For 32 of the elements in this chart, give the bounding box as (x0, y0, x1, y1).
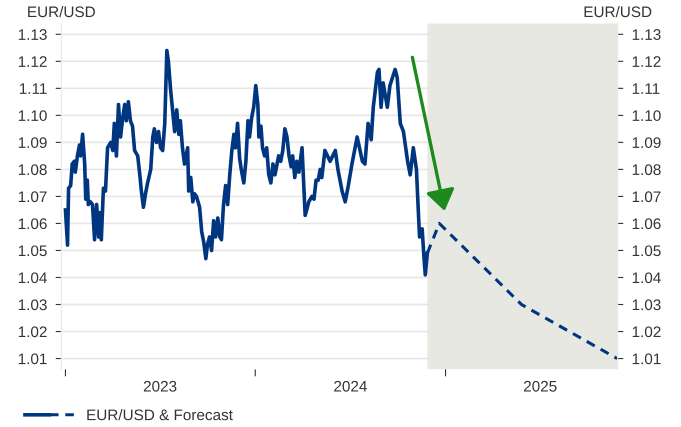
x-tick-label: 2023 (144, 380, 176, 392)
y-axis-title: EUR/USD (28, 6, 95, 18)
y2-tick-label: 1.13 (632, 29, 661, 40)
y-tick-label: 1.06 (18, 218, 47, 230)
y2-tick-label: 1.10 (632, 110, 661, 122)
y2-tick-label: 1.12 (632, 56, 661, 67)
y2-tick-label: 1.11 (632, 83, 660, 94)
y-tick-label: 1.10 (18, 110, 47, 122)
y2-tick-label: 1.09 (632, 137, 661, 148)
y-tick-label: 1.13 (18, 29, 47, 40)
y-tick-label: 1.05 (18, 245, 47, 256)
y2-tick-label: 1.03 (632, 299, 661, 310)
y2-tick-label: 1.05 (632, 245, 661, 256)
y2-axis-title: EUR/USD (584, 6, 652, 18)
y2-tick-label: 1.02 (632, 326, 661, 338)
y-tick-label: 1.11 (20, 83, 47, 94)
y-tick-label: 1.04 (18, 272, 47, 284)
y-tick-label: 1.01 (18, 353, 47, 364)
y2-tick-label: 1.07 (632, 191, 661, 202)
y-tick-label: 1.12 (18, 56, 47, 67)
y2-tick-label: 1.01 (632, 353, 661, 364)
x-tick-label: 2025 (524, 380, 557, 392)
y-tick-label: 1.03 (18, 299, 47, 310)
x-tick-label: 2024 (334, 380, 367, 392)
legend-label: EUR/USD & Forecast (87, 409, 233, 420)
y-tick-label: 1.08 (18, 164, 47, 176)
y-tick-label: 1.02 (18, 326, 47, 338)
y2-tick-label: 1.04 (632, 272, 661, 284)
y-tick-label: 1.09 (18, 137, 47, 148)
y-tick-label: 1.07 (18, 191, 47, 202)
y2-tick-label: 1.06 (632, 218, 661, 230)
y2-tick-label: 1.08 (632, 164, 661, 176)
